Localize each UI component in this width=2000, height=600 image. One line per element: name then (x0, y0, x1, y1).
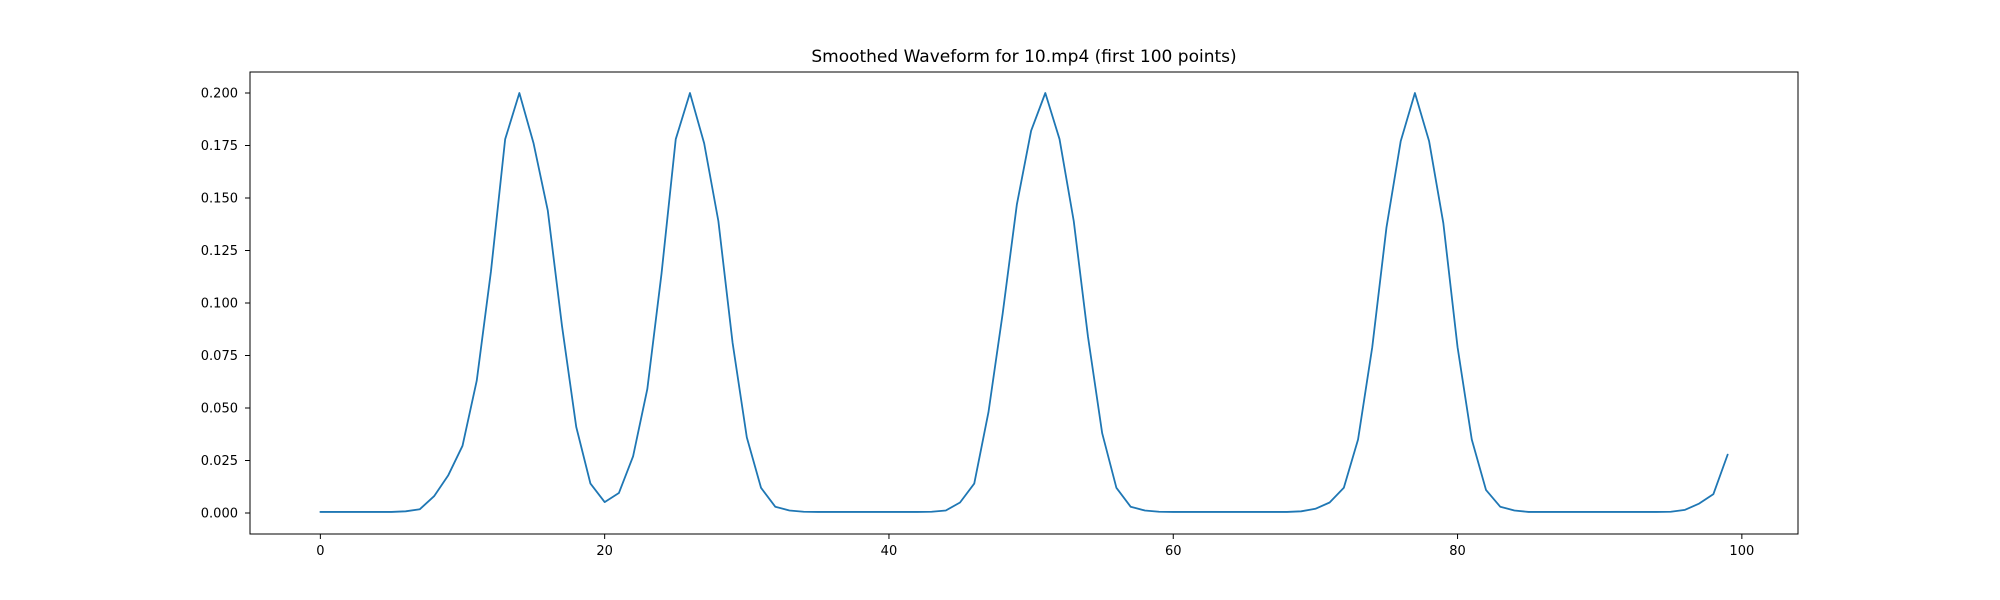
x-tick-label: 80 (1449, 544, 1466, 559)
x-tick-label: 100 (1729, 544, 1754, 559)
waveform-line (319, 92, 1729, 513)
x-tick-label: 40 (881, 544, 898, 559)
y-tick-label: 0.050 (201, 402, 238, 417)
x-tick-label: 20 (596, 544, 613, 559)
x-tick-label: 0 (316, 544, 324, 559)
x-tick-label: 60 (1165, 544, 1182, 559)
chart-title: Smoothed Waveform for 10.mp4 (first 100 … (811, 47, 1236, 67)
x-tick-labels: 0 20 40 60 80 100 (316, 544, 1754, 559)
y-tick-label: 0.175 (201, 139, 238, 154)
y-tick-labels: 0.000 0.025 0.050 0.075 0.100 0.125 0.150 0.175… (201, 87, 238, 522)
x-tick-marks (319, 534, 1743, 539)
y-tick-label: 0.025 (201, 454, 238, 469)
y-tick-label: 0.200 (201, 87, 238, 102)
y-tick-label: 0.000 (201, 507, 238, 522)
y-tick-label: 0.125 (201, 244, 238, 259)
plot-border (249, 71, 1799, 535)
y-tick-label: 0.150 (201, 192, 238, 207)
y-tick-label: 0.075 (201, 349, 238, 364)
y-tick-marks (245, 92, 250, 514)
y-tick-label: 0.100 (201, 297, 238, 312)
